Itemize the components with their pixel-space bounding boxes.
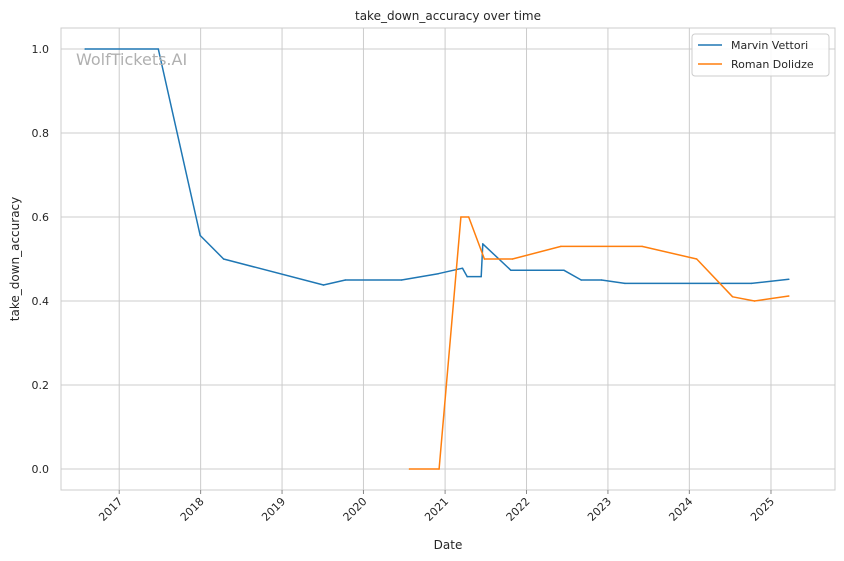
- data-point: [750, 282, 753, 285]
- data-point: [84, 48, 86, 50]
- data-point: [344, 279, 347, 281]
- data-point: [510, 269, 512, 272]
- chart-title: take_down_accuracy over time: [355, 9, 541, 23]
- data-point: [695, 258, 698, 260]
- data-point: [563, 269, 565, 272]
- legend: Marvin Vettori Roman Dolidze: [691, 33, 830, 77]
- data-point: [222, 258, 225, 260]
- grid: [61, 28, 835, 490]
- watermark-text: WolfTickets.AI: [76, 50, 187, 69]
- y-tick-label: 0.0: [32, 463, 50, 476]
- y-tick-label: 0.2: [32, 379, 50, 392]
- series-lines: [84, 48, 790, 470]
- data-point: [483, 258, 486, 260]
- plot-area-frame: [60, 27, 836, 491]
- data-point: [480, 275, 482, 278]
- data-point: [600, 279, 603, 281]
- data-point: [400, 279, 403, 281]
- data-point: [511, 258, 514, 260]
- data-point: [641, 245, 643, 248]
- data-point: [482, 243, 484, 245]
- y-tick-label: 0.6: [32, 211, 50, 224]
- y-axis-label: take_down_accuracy: [8, 197, 22, 321]
- y-tick-label: 0.8: [32, 127, 50, 140]
- data-point: [437, 272, 439, 275]
- data-point: [731, 296, 734, 298]
- data-point: [580, 279, 582, 281]
- data-point: [466, 275, 468, 278]
- data-point: [438, 468, 440, 470]
- legend-box: [691, 33, 830, 77]
- data-point: [199, 234, 201, 237]
- data-point: [624, 282, 626, 285]
- legend-label-roman-dolidze: Roman Dolidze: [731, 58, 814, 71]
- legend-label-marvin-vettori: Marvin Vettori: [731, 39, 808, 52]
- data-point: [788, 278, 790, 280]
- data-point: [322, 284, 325, 286]
- data-point: [788, 295, 790, 297]
- y-tick-label: 1.0: [32, 43, 50, 56]
- data-point: [560, 245, 562, 248]
- y-axis-ticks: 0.0 0.2 0.4 0.6 0.8 1.0: [32, 43, 50, 476]
- x-axis-label: Date: [434, 538, 463, 552]
- data-point: [460, 216, 462, 218]
- data-point: [753, 300, 756, 302]
- data-point: [408, 468, 411, 470]
- data-point: [461, 267, 464, 269]
- data-point: [157, 48, 160, 50]
- data-point: [467, 216, 470, 218]
- y-tick-label: 0.4: [32, 295, 50, 308]
- series-line-roman-dolidze: [409, 216, 789, 470]
